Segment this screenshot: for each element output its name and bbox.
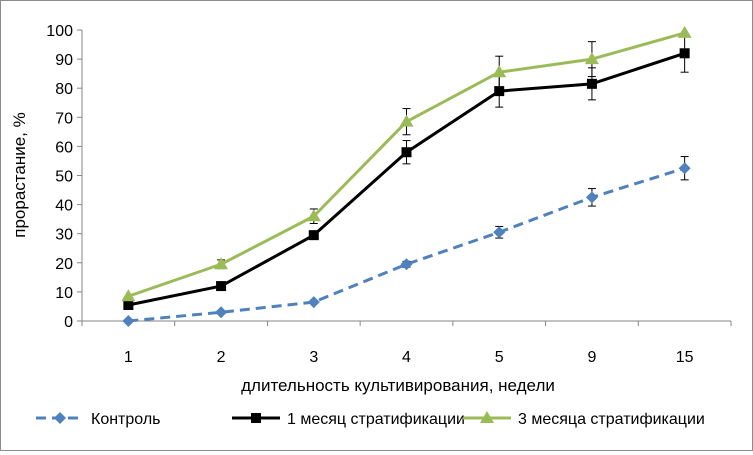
legend: Контроль 1 месяц стратификации 3 месяца ст… xyxy=(36,411,705,428)
data-point xyxy=(679,48,690,59)
y-tick-label: 10 xyxy=(55,285,73,302)
x-axis-title: длительность культивирования, недели xyxy=(241,376,555,395)
x-tick-label: 1 xyxy=(124,349,133,366)
series-3 xyxy=(121,25,692,302)
legend-marker xyxy=(54,412,66,424)
data-point xyxy=(494,86,505,97)
legend-label: 3 месяца стратификации xyxy=(518,411,705,428)
data-point xyxy=(308,230,319,241)
x-tick-label: 4 xyxy=(402,349,411,366)
data-point xyxy=(122,315,135,327)
data-point xyxy=(585,191,598,204)
data-point xyxy=(678,162,691,175)
legend-marker xyxy=(480,411,494,423)
data-point xyxy=(400,258,413,271)
data-point xyxy=(306,209,321,222)
data-point xyxy=(493,226,506,239)
data-point xyxy=(215,306,228,319)
x-tick-label: 3 xyxy=(309,349,318,366)
data-point xyxy=(586,78,597,89)
y-tick-label: 70 xyxy=(55,110,73,127)
y-tick-label: 90 xyxy=(55,52,73,69)
y-tick-group: 0 10 20 30 40 50 60 70 80 90 100 xyxy=(46,23,82,331)
x-tick-label: 5 xyxy=(495,349,504,366)
x-tick-group: 1 2 3 4 5 9 15 xyxy=(81,321,732,366)
y-tick-label: 30 xyxy=(55,227,73,244)
series-line xyxy=(127,31,686,298)
series-line xyxy=(128,166,686,323)
data-point xyxy=(121,289,136,302)
y-tick-label: 0 xyxy=(64,314,73,331)
data-point xyxy=(399,114,414,127)
legend-entry-2: 1 месяц стратификации xyxy=(232,411,465,428)
y-tick-label: 60 xyxy=(55,139,73,156)
legend-entry-3: 3 месяца стратификации xyxy=(463,411,705,428)
legend-label: 1 месяц стратификации xyxy=(287,411,465,428)
y-tick-label: 20 xyxy=(55,256,73,273)
data-point xyxy=(584,52,599,65)
data-point xyxy=(401,147,412,158)
data-point xyxy=(123,299,134,310)
data-point xyxy=(307,296,320,309)
x-tick-label: 2 xyxy=(217,349,226,366)
y-tick-label: 50 xyxy=(55,169,73,186)
series-1 xyxy=(122,156,691,327)
y-axis-title: прорастание, % xyxy=(10,112,29,237)
y-tick-label: 40 xyxy=(55,198,73,215)
series-group xyxy=(121,25,692,327)
data-point xyxy=(214,257,229,270)
x-tick-label: 9 xyxy=(587,349,596,366)
x-tick-label: 15 xyxy=(676,349,694,366)
data-point xyxy=(216,281,227,292)
data-point xyxy=(492,65,507,78)
legend-entry-1: Контроль xyxy=(36,411,161,428)
y-tick-label: 80 xyxy=(55,81,73,98)
y-tick-label: 100 xyxy=(46,23,73,40)
legend-marker xyxy=(251,413,261,423)
legend-label: Контроль xyxy=(91,411,161,428)
data-point xyxy=(677,25,692,38)
